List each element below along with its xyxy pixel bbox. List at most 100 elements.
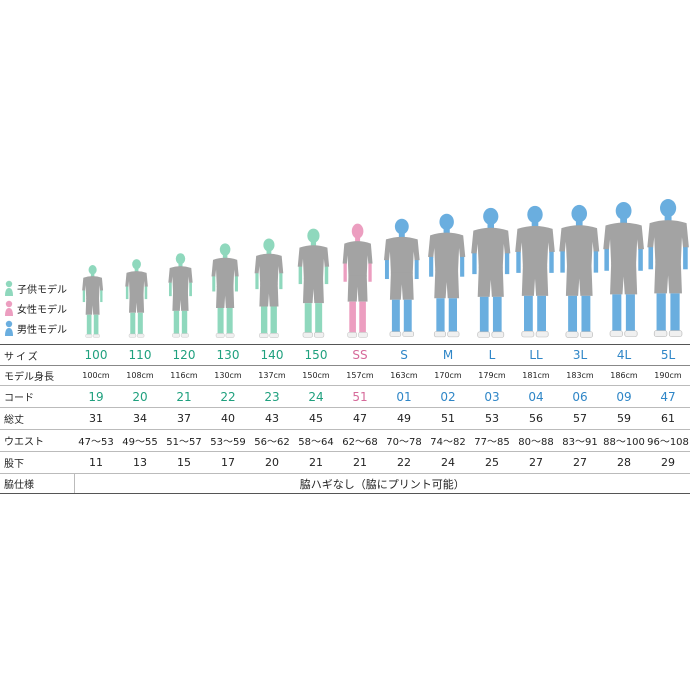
legend-item-female: 女性モデル — [4, 298, 67, 318]
inseam-cell: 11 — [74, 451, 118, 474]
length-row-label: 総丈 — [0, 407, 74, 430]
size-cell: 5L — [646, 344, 690, 366]
inseam-cell: 28 — [602, 451, 646, 474]
model-figure-150 — [297, 228, 330, 338]
waist-cell: 47〜53 — [74, 429, 118, 452]
model-height-cell: 183cm — [558, 365, 602, 386]
size-cell: 140 — [250, 344, 294, 366]
size-cell: 100 — [74, 344, 118, 366]
model-legend: 子供モデル 女性モデル 男性モデル — [4, 278, 67, 338]
size-cell: 130 — [206, 344, 250, 366]
length-cell: 53 — [470, 407, 514, 430]
size-row-label: サイズ — [0, 344, 74, 366]
model-height-cell: 186cm — [602, 365, 646, 386]
waist-cell: 51〜57 — [162, 429, 206, 452]
length-cell: 56 — [514, 407, 558, 430]
code-cell: 02 — [426, 385, 470, 408]
inseam-cell: 27 — [514, 451, 558, 474]
code-cell: 03 — [470, 385, 514, 408]
legend-label: 女性モデル — [17, 304, 67, 316]
model-figure-4L — [603, 202, 644, 338]
inseam-row: 股下 11 13 15 17 20 21 21 22 24 25 27 27 28 29 — [0, 451, 690, 474]
model-height-cell: 130cm — [206, 365, 250, 386]
kid-model-icon — [4, 280, 14, 296]
waist-cell: 74〜82 — [426, 429, 470, 452]
legend-label: 男性モデル — [17, 324, 67, 336]
code-cell: 06 — [558, 385, 602, 408]
model-height-cell: 170cm — [426, 365, 470, 386]
model-height-cell: 116cm — [162, 365, 206, 386]
model-figure-L — [471, 207, 511, 338]
length-cell: 40 — [206, 407, 250, 430]
size-cell: LL — [514, 344, 558, 366]
male-model-icon — [4, 320, 14, 336]
inseam-cell: 15 — [162, 451, 206, 474]
model-height-row-label: モデル身長 — [0, 365, 74, 386]
size-cell: SS — [338, 344, 382, 366]
model-height-cell: 137cm — [250, 365, 294, 386]
size-cell: 110 — [118, 344, 162, 366]
inseam-cell: 22 — [382, 451, 426, 474]
model-height-cell: 108cm — [118, 365, 162, 386]
waist-cell: 70〜78 — [382, 429, 426, 452]
model-height-cell: 150cm — [294, 365, 338, 386]
code-cell: 24 — [294, 385, 338, 408]
waist-cell: 49〜55 — [118, 429, 162, 452]
model-figure-M — [427, 213, 466, 338]
size-cell: 150 — [294, 344, 338, 366]
model-height-cell: 190cm — [646, 365, 690, 386]
waist-cell: 62〜68 — [338, 429, 382, 452]
model-height-row: モデル身長 100cm 108cm 116cm 130cm 137cm 150cm 157c… — [0, 365, 690, 386]
model-figure-140 — [254, 238, 284, 338]
code-cell: 23 — [250, 385, 294, 408]
size-cell: 120 — [162, 344, 206, 366]
code-cell: 47 — [646, 385, 690, 408]
length-cell: 31 — [74, 407, 118, 430]
size-cell: L — [470, 344, 514, 366]
length-cell: 47 — [338, 407, 382, 430]
code-cell: 01 — [382, 385, 426, 408]
waist-cell: 56〜62 — [250, 429, 294, 452]
inseam-cell: 25 — [470, 451, 514, 474]
length-cell: 49 — [382, 407, 426, 430]
size-cell: S — [382, 344, 426, 366]
inseam-cell: 13 — [118, 451, 162, 474]
model-figure-S — [384, 219, 420, 338]
length-cell: 57 — [558, 407, 602, 430]
waist-cell: 88〜100 — [602, 429, 646, 452]
side-spec-value: 脇ハギなし（脇にプリント可能） — [73, 473, 690, 494]
waist-cell: 83〜91 — [558, 429, 602, 452]
length-cell: 43 — [250, 407, 294, 430]
side-spec-row-label: 脇仕様 — [0, 473, 74, 494]
legend-item-male: 男性モデル — [4, 318, 67, 338]
length-cell: 61 — [646, 407, 690, 430]
length-cell: 37 — [162, 407, 206, 430]
model-figure-5L — [647, 199, 689, 338]
inseam-cell: 17 — [206, 451, 250, 474]
code-cell: 19 — [74, 385, 118, 408]
waist-cell: 53〜59 — [206, 429, 250, 452]
model-figure-110 — [125, 259, 148, 338]
inseam-cell: 20 — [250, 451, 294, 474]
size-cell: 4L — [602, 344, 646, 366]
code-cell: 22 — [206, 385, 250, 408]
waist-row-label: ウエスト — [0, 429, 74, 452]
inseam-row-label: 股下 — [0, 451, 74, 474]
legend-item-kid: 子供モデル — [4, 278, 67, 298]
model-figures — [0, 190, 690, 340]
side-spec-row: 脇仕様 脇ハギなし（脇にプリント可能） — [0, 473, 690, 494]
code-row: コード 19 20 21 22 23 24 51 01 02 03 04 06 09 47 — [0, 385, 690, 408]
legend-label: 子供モデル — [17, 284, 67, 296]
model-figure-SS — [342, 223, 373, 338]
model-height-cell: 163cm — [382, 365, 426, 386]
waist-cell: 58〜64 — [294, 429, 338, 452]
code-cell: 04 — [514, 385, 558, 408]
inseam-cell: 27 — [558, 451, 602, 474]
waist-row: ウエスト 47〜53 49〜55 51〜57 53〜59 56〜62 58〜64 62〜68… — [0, 429, 690, 452]
female-model-icon — [4, 300, 14, 316]
model-height-cell: 100cm — [74, 365, 118, 386]
length-cell: 59 — [602, 407, 646, 430]
code-cell: 21 — [162, 385, 206, 408]
model-height-cell: 179cm — [470, 365, 514, 386]
model-figure-LL — [515, 205, 555, 338]
